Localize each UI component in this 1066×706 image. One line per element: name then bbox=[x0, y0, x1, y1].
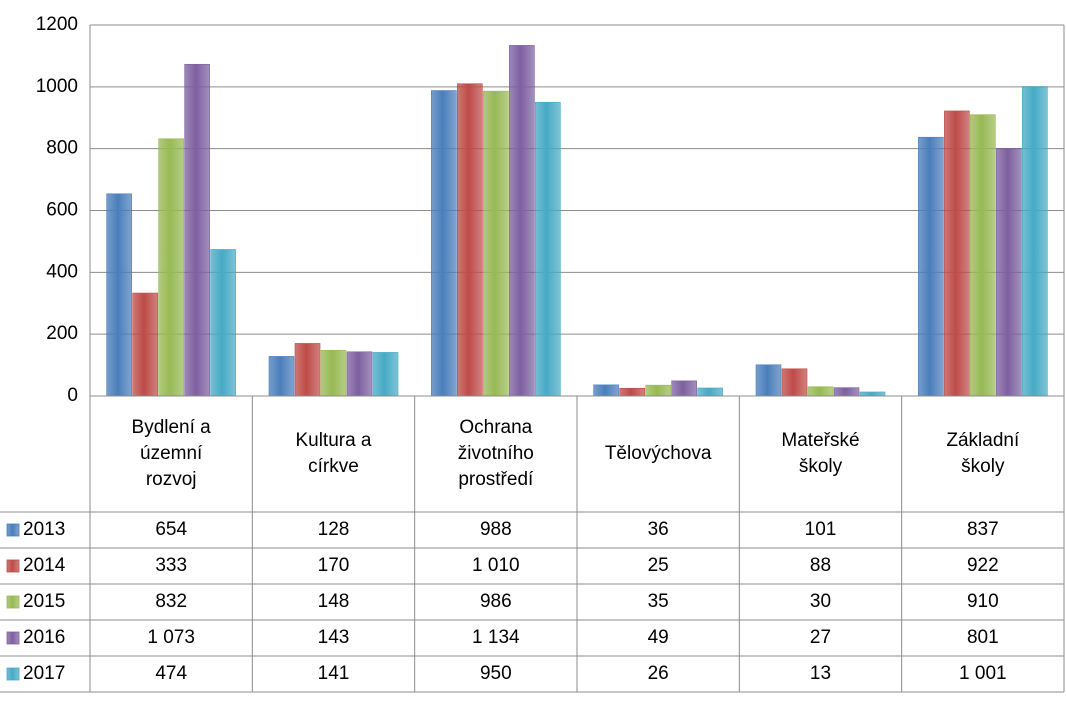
legend-label: 2015 bbox=[23, 591, 65, 612]
bar bbox=[996, 148, 1022, 397]
category-text: Základní školy bbox=[946, 430, 1020, 477]
bar bbox=[970, 114, 996, 397]
table-value: 128 bbox=[318, 519, 350, 540]
legend-key bbox=[6, 595, 20, 609]
bar bbox=[320, 349, 347, 397]
table-value: 27 bbox=[810, 627, 831, 648]
bar bbox=[346, 351, 373, 397]
table-value: 832 bbox=[155, 591, 187, 612]
table-value: 654 bbox=[155, 519, 187, 540]
bar bbox=[918, 136, 944, 397]
legend-label: 2017 bbox=[23, 663, 65, 684]
legend-label: 2014 bbox=[23, 555, 66, 576]
category-label: Kultura a církve bbox=[252, 396, 414, 512]
table-value: 922 bbox=[967, 555, 999, 576]
legend-key bbox=[6, 631, 20, 645]
bar bbox=[509, 45, 535, 397]
table-value: 801 bbox=[967, 627, 999, 648]
category-label: Mateřské školy bbox=[739, 396, 901, 512]
category-text: Mateřské školy bbox=[781, 430, 860, 477]
table-value: 1 010 bbox=[472, 555, 520, 576]
legend-key bbox=[6, 523, 20, 537]
bar bbox=[210, 249, 236, 397]
category-text: Bydlení a územní rozvoj bbox=[131, 417, 211, 490]
bar bbox=[431, 90, 457, 397]
table-value: 988 bbox=[480, 519, 512, 540]
table-value: 950 bbox=[480, 663, 512, 684]
table-value: 36 bbox=[648, 519, 669, 540]
category-label: Základní školy bbox=[902, 396, 1064, 512]
table-value: 986 bbox=[480, 591, 512, 612]
legend-label: 2016 bbox=[23, 627, 65, 648]
table-value: 13 bbox=[810, 663, 831, 684]
table-value: 141 bbox=[318, 663, 350, 684]
bar bbox=[372, 352, 399, 397]
legend-key bbox=[6, 559, 20, 573]
y-tick-label: 400 bbox=[46, 261, 78, 282]
y-tick-label: 600 bbox=[46, 200, 78, 221]
table-value: 26 bbox=[648, 663, 669, 684]
table-value: 1 073 bbox=[147, 627, 195, 648]
table-value: 88 bbox=[810, 555, 831, 576]
category-text: Ochrana životního prostředí bbox=[457, 417, 534, 490]
table-value: 148 bbox=[318, 591, 350, 612]
bar bbox=[781, 368, 808, 397]
bar bbox=[158, 138, 184, 397]
table-value: 910 bbox=[967, 591, 999, 612]
y-tick-label: 800 bbox=[46, 138, 78, 159]
bar bbox=[132, 292, 158, 397]
table-value: 333 bbox=[155, 555, 187, 576]
legend-label: 2013 bbox=[23, 519, 65, 540]
bar bbox=[833, 387, 860, 397]
bar bbox=[645, 384, 671, 397]
bar bbox=[184, 63, 210, 397]
bar bbox=[268, 356, 295, 397]
bar bbox=[619, 387, 645, 397]
table-value: 101 bbox=[805, 519, 837, 540]
category-label: Ochrana životního prostředí bbox=[415, 396, 577, 512]
legend-key bbox=[6, 667, 20, 681]
table-value: 143 bbox=[318, 627, 350, 648]
bar bbox=[755, 364, 782, 397]
y-tick-label: 200 bbox=[46, 323, 78, 344]
bar bbox=[944, 110, 970, 397]
bar bbox=[106, 193, 132, 397]
table-value: 49 bbox=[648, 627, 669, 648]
y-tick-label: 1200 bbox=[36, 14, 78, 35]
table-value: 1 134 bbox=[472, 627, 520, 648]
bar bbox=[535, 101, 561, 397]
category-text: Kultura a církve bbox=[295, 430, 372, 477]
table-value: 35 bbox=[648, 591, 669, 612]
bar bbox=[1022, 86, 1048, 397]
bar bbox=[593, 384, 619, 397]
category-label: Bydlení a územní rozvoj bbox=[90, 396, 252, 512]
bar bbox=[457, 83, 483, 397]
bar bbox=[483, 90, 509, 397]
bar bbox=[671, 380, 697, 397]
table-value: 474 bbox=[155, 663, 187, 684]
bar bbox=[807, 386, 834, 397]
table-value: 25 bbox=[648, 555, 669, 576]
y-tick-label: 1000 bbox=[36, 76, 78, 97]
table-value: 1 001 bbox=[959, 663, 1007, 684]
category-label: Tělovýchova bbox=[577, 396, 739, 512]
bar bbox=[294, 343, 321, 397]
table-value: 170 bbox=[318, 555, 350, 576]
table-value: 30 bbox=[810, 591, 831, 612]
bar bbox=[697, 387, 723, 397]
y-tick-label: 0 bbox=[67, 385, 78, 406]
category-text: Tělovýchova bbox=[604, 443, 712, 464]
table-value: 837 bbox=[967, 519, 999, 540]
